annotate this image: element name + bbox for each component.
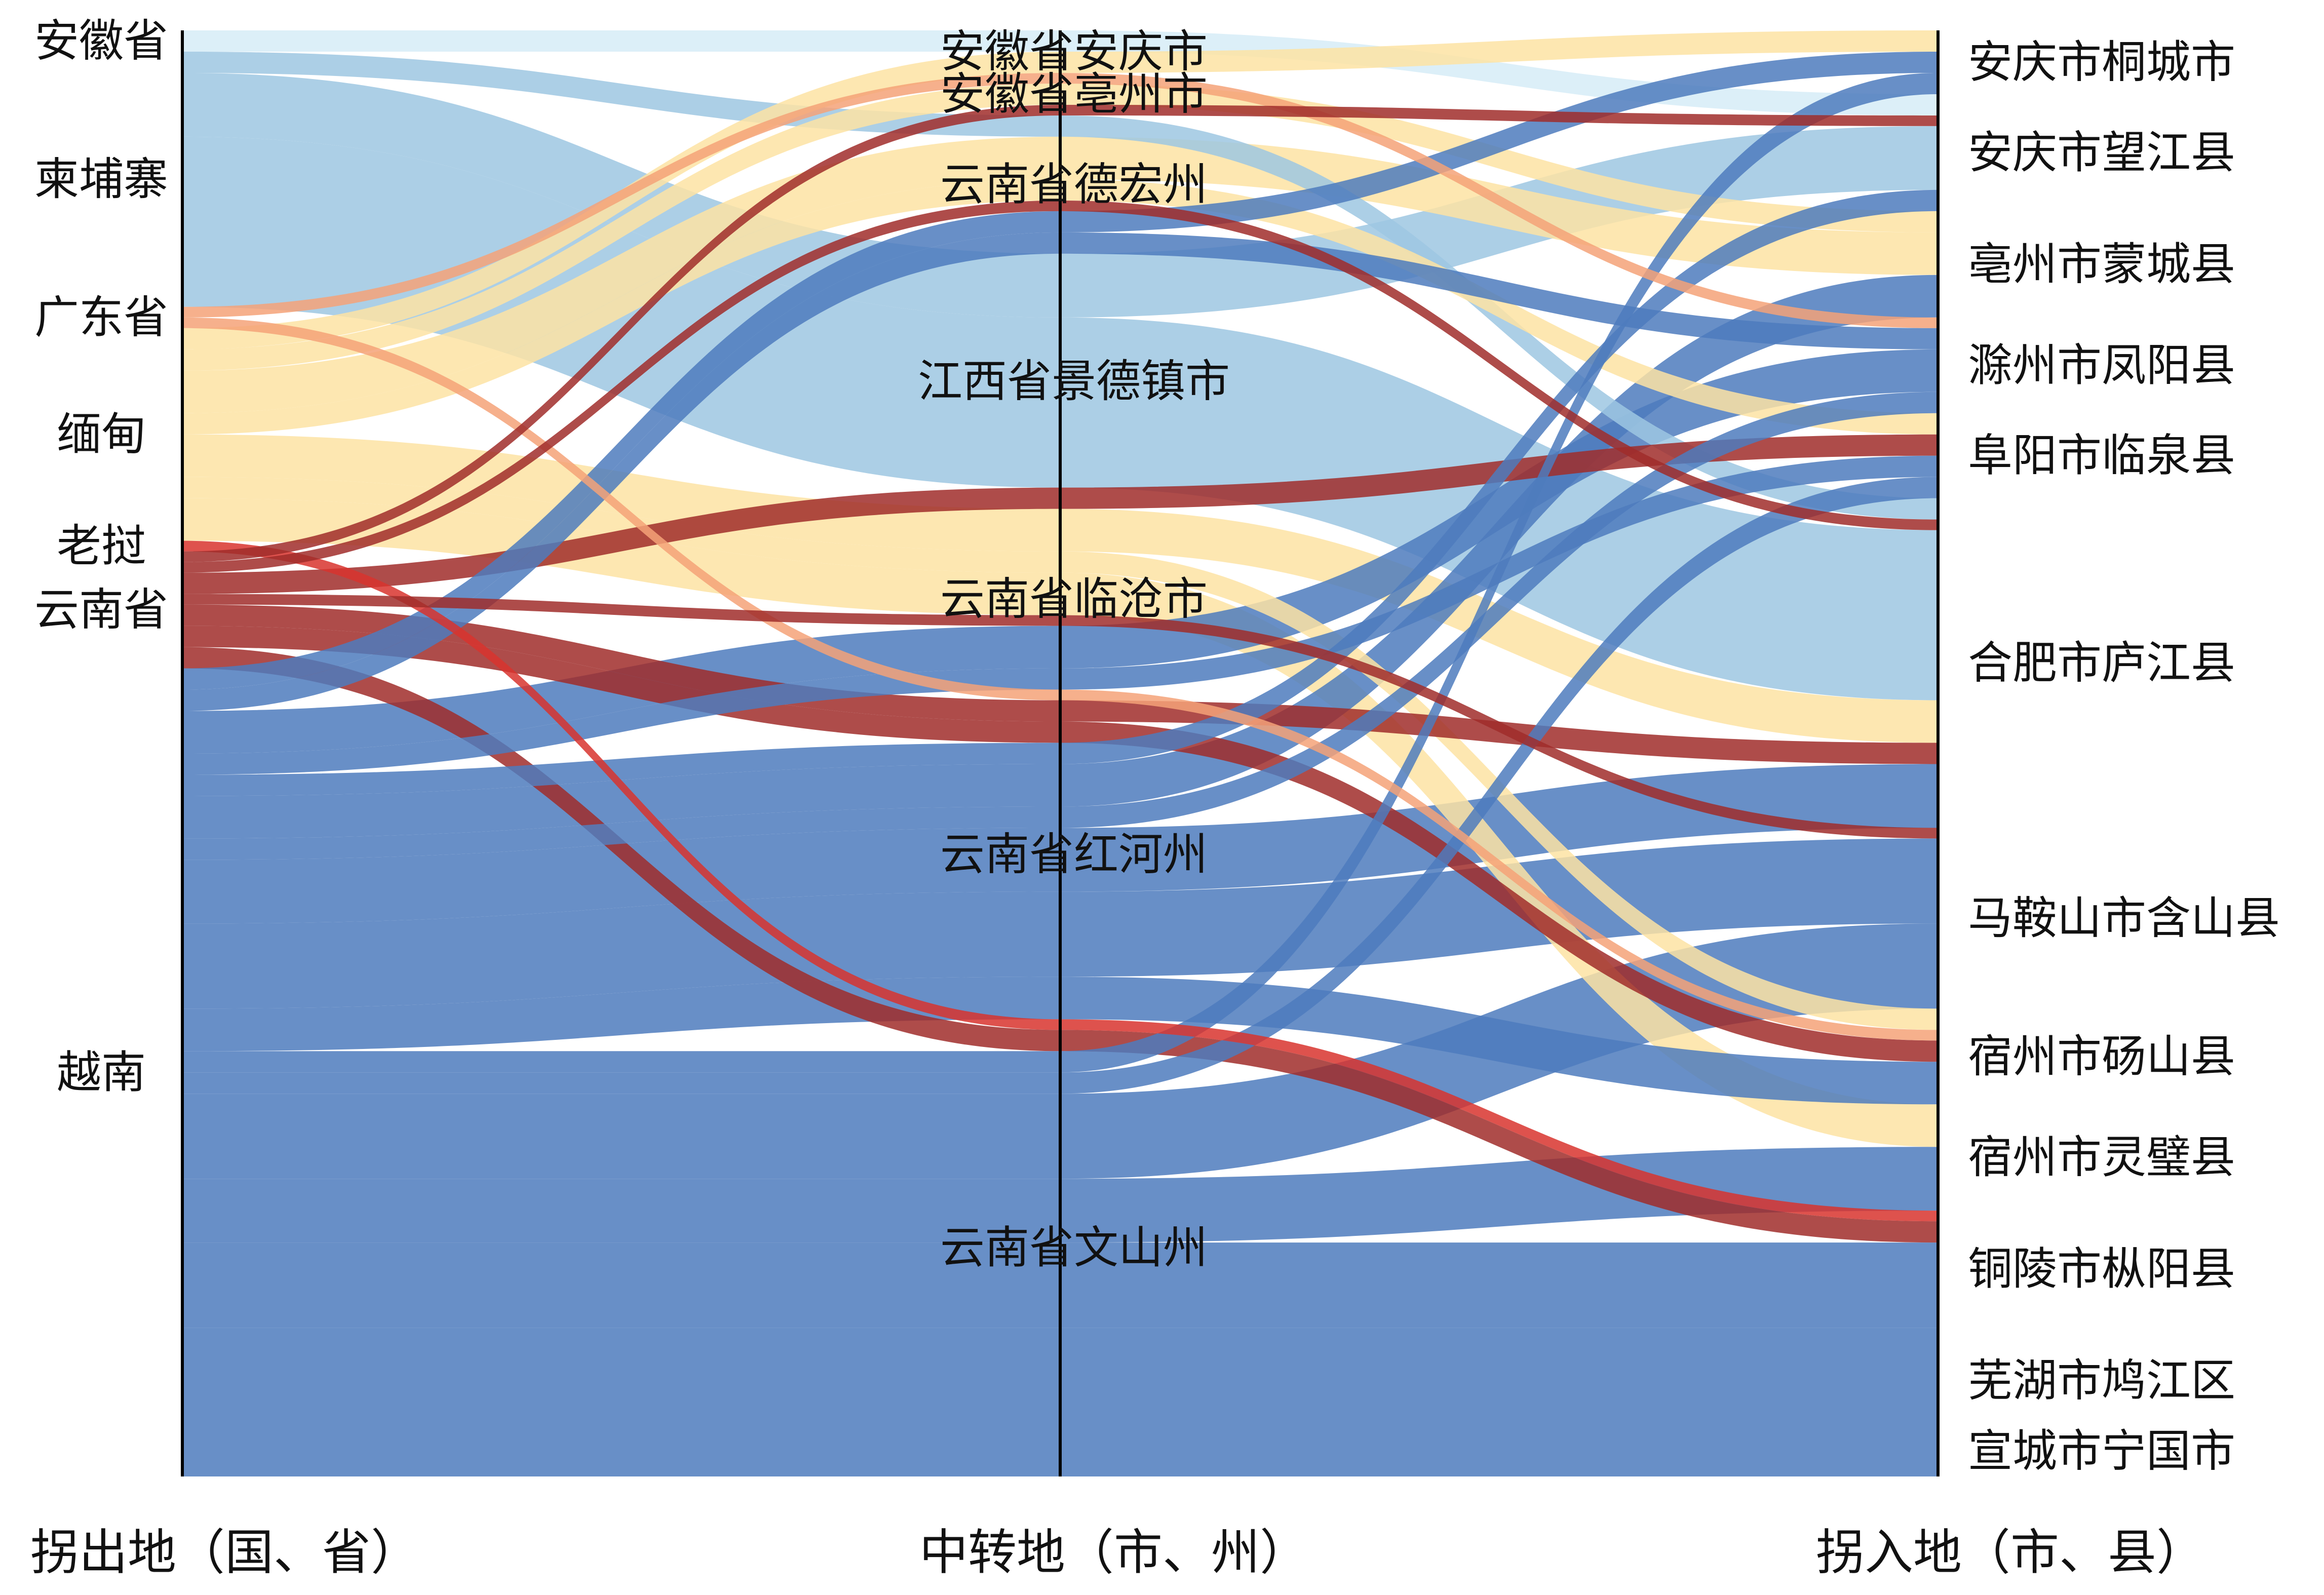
flow-ribbon-origin-transit xyxy=(182,477,1060,573)
flow-ribbon-origin-transit xyxy=(182,806,1060,860)
dest-node-label: 阜阳市临泉县 xyxy=(1968,430,2235,482)
flow-ribbon-transit-dest xyxy=(1060,30,1938,73)
flow-ribbon-transit-dest xyxy=(1060,1019,1938,1222)
flow-ribbon-transit-dest xyxy=(1060,1328,1938,1434)
flow-ribbon-transit-dest xyxy=(1060,189,1938,764)
flow-ribbon-origin-transit xyxy=(182,317,1060,701)
origin-axis-title: 拐出地（国、省） xyxy=(30,1524,419,1581)
dest-node-label: 滁州市凤阳县 xyxy=(1968,339,2235,391)
flow-ribbon-transit-dest xyxy=(1060,232,1938,349)
flow-ribbon-origin-transit xyxy=(182,743,1060,796)
transit-node-label: 云南省红河州 xyxy=(940,828,1208,880)
flow-ribbon-transit-dest xyxy=(1060,72,1938,1073)
flow-ribbon-transit-dest xyxy=(1060,689,1938,1041)
flow-ribbon-origin-transit xyxy=(182,647,1060,1052)
flow-ribbon-origin-transit xyxy=(182,136,1060,413)
dest-node-label: 合肥市庐江县 xyxy=(1968,637,2235,689)
transit-node-label: 云南省临沧市 xyxy=(940,573,1208,625)
flow-ribbon-origin-transit xyxy=(182,1094,1060,1179)
transit-axis-title: 中转地（市、州） xyxy=(919,1524,1308,1581)
flow-ribbon-origin-transit xyxy=(182,434,1060,552)
origin-node-label: 缅甸 xyxy=(57,408,146,460)
flow-ribbon-transit-dest xyxy=(1060,349,1938,669)
flow-ribbon-transit-dest xyxy=(1060,977,1938,1105)
flow-ribbon-origin-transit xyxy=(182,1072,1060,1094)
dest-node-label: 马鞍山市含山县 xyxy=(1968,892,2280,944)
dest-node-label: 宣城市宁国市 xyxy=(1968,1425,2235,1477)
flow-ribbon-origin-transit xyxy=(182,828,1060,924)
flow-ribbon-transit-dest xyxy=(1060,1434,1938,1476)
flow-ribbon-origin-transit xyxy=(182,104,1060,562)
origin-node-label: 广东省 xyxy=(34,291,168,343)
flow-ribbon-transit-dest xyxy=(1060,200,1938,530)
flow-ribbon-origin-transit xyxy=(182,891,1060,1009)
flow-ribbon-origin-transit xyxy=(182,764,1060,839)
flow-ribbon-origin-transit xyxy=(182,51,1060,349)
flow-ribbon-origin-transit xyxy=(182,30,1060,52)
flow-ribbon-origin-transit xyxy=(182,83,1060,371)
flow-ribbon-transit-dest xyxy=(1060,83,1938,232)
flow-ribbon-origin-transit xyxy=(182,1328,1060,1434)
flow-layer xyxy=(182,30,1938,1476)
transit-node-label: 安徽省安庆市 xyxy=(940,25,1208,77)
flow-ribbon-origin-transit xyxy=(182,1242,1060,1328)
flow-ribbon-transit-dest xyxy=(1060,179,1938,435)
transit-node-label: 云南省德宏州 xyxy=(940,158,1208,210)
flow-ribbon-transit-dest xyxy=(1060,477,1938,1094)
flow-ribbon-transit-dest xyxy=(1060,1242,1938,1328)
dest-node-label: 亳州市蒙城县 xyxy=(1968,238,2235,290)
transit-node-label: 江西省景德镇市 xyxy=(918,355,1230,407)
flow-ribbon-transit-dest xyxy=(1060,392,1938,828)
flow-ribbon-origin-transit xyxy=(182,1051,1060,1073)
transit-node-label: 云南省文山州 xyxy=(940,1222,1208,1274)
dest-node-label: 宿州市砀山县 xyxy=(1968,1030,2235,1082)
flow-ribbon-origin-transit xyxy=(182,179,1060,435)
flow-ribbon-origin-transit xyxy=(182,668,1060,775)
flow-ribbon-transit-dest xyxy=(1060,72,1938,328)
dest-node-label: 铜陵市枞阳县 xyxy=(1968,1243,2235,1295)
flow-ribbon-transit-dest xyxy=(1060,615,1938,839)
flow-ribbon-origin-transit xyxy=(182,487,1060,594)
dest-node-label: 安庆市望江县 xyxy=(1968,126,2235,178)
flow-ribbon-origin-transit xyxy=(182,540,1060,1030)
flow-ribbon-origin-transit xyxy=(182,72,1060,318)
flow-ribbon-transit-dest xyxy=(1060,509,1938,743)
flow-ribbon-origin-transit xyxy=(182,1434,1060,1476)
flow-ribbon-transit-dest xyxy=(1060,1147,1938,1243)
origin-node-label: 柬埔寨 xyxy=(34,153,168,205)
transit-node-label: 安徽省亳州市 xyxy=(940,68,1208,120)
flow-ribbon-transit-dest xyxy=(1060,104,1938,126)
dest-axis-title: 拐入地（市、县） xyxy=(1816,1524,2205,1581)
flow-ribbon-transit-dest xyxy=(1060,51,1938,232)
dest-node-label: 安庆市桐城市 xyxy=(1968,36,2235,88)
flow-ribbon-transit-dest xyxy=(1060,721,1938,1062)
dest-node-label: 芜湖市鸠江区 xyxy=(1968,1354,2235,1407)
flow-ribbon-origin-transit xyxy=(182,200,1060,573)
flow-ribbon-origin-transit xyxy=(182,211,1060,690)
flow-ribbon-origin-transit xyxy=(182,1179,1060,1243)
flow-ribbon-origin-transit xyxy=(182,232,1060,711)
flow-ribbon-transit-dest xyxy=(1060,1030,1938,1243)
origin-node-label: 安徽省 xyxy=(34,15,168,67)
origin-node-label: 老挝 xyxy=(57,520,146,572)
flow-ribbon-transit-dest xyxy=(1060,838,1938,977)
origin-node-label: 越南 xyxy=(57,1046,146,1098)
flow-ribbon-origin-transit xyxy=(182,594,1060,626)
flow-ribbon-transit-dest xyxy=(1060,764,1938,892)
flow-ribbon-transit-dest xyxy=(1060,275,1938,807)
dest-node-label: 宿州市灵璧县 xyxy=(1968,1131,2235,1183)
origin-node-label: 云南省 xyxy=(34,583,168,636)
